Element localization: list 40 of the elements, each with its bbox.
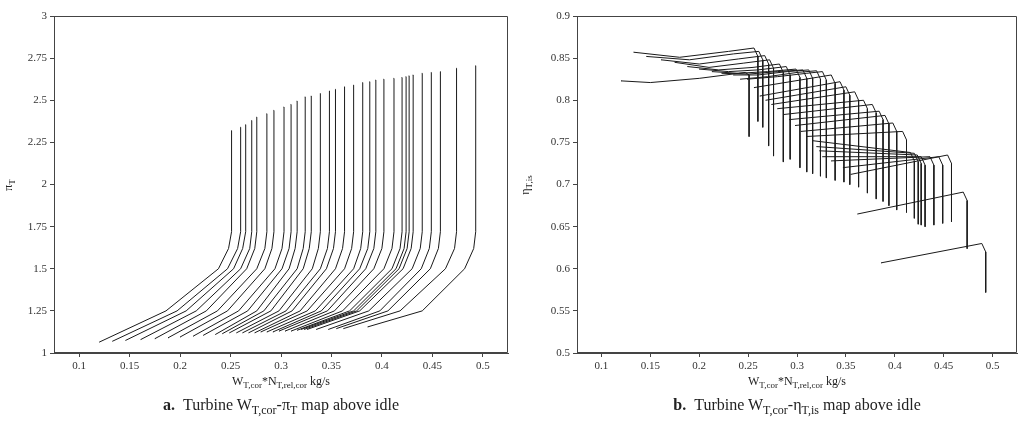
x-axis-title: W$_{T,cor}$*N$_{T,rel,cor}$ kg/s — [232, 374, 330, 391]
y-tick-label: 0.65 — [550, 219, 571, 232]
y-tick-label: 0.55 — [550, 303, 571, 316]
x-tick-label: 0.2 — [692, 359, 707, 372]
y-tick-label: 0.6 — [556, 261, 571, 274]
y-tick-label: 0.9 — [556, 8, 571, 21]
x-tick-label: 0.4 — [887, 359, 903, 372]
y-tick-label: 0.85 — [550, 51, 571, 64]
x-tick-label: 0.3 — [274, 359, 289, 372]
x-tick-label: 0.25 — [738, 359, 759, 372]
x-tick-label: 0.35 — [321, 359, 342, 372]
x-tick-label: 0.5 — [475, 359, 491, 372]
y-tick-label: 2.5 — [33, 93, 48, 106]
x-tick-label: 0.35 — [836, 359, 857, 372]
x-tick-label: 0.45 — [934, 359, 954, 372]
y-tick-label: 1.5 — [33, 261, 48, 274]
x-tick-label: 0.4 — [375, 359, 390, 372]
text: b. Turbine W$_{T,cor}$-η$_{T,is}$ map above idle — [673, 396, 921, 418]
y-tick-label: 1.25 — [27, 303, 48, 316]
x-tick-label: 0.15 — [120, 359, 140, 372]
x-tick-label: 0.15 — [640, 359, 661, 372]
x-tick-label: 0.2 — [173, 359, 187, 372]
x-tick-label: 0.25 — [220, 359, 241, 372]
x-tick-label: 0.3 — [790, 359, 805, 372]
x-tick-label: 0.1 — [594, 359, 609, 372]
y-tick-label: 0.75 — [550, 135, 571, 148]
y-tick-label: 1 — [41, 345, 47, 358]
x-tick-label: 0.1 — [72, 359, 87, 372]
y-tick-label: 0.5 — [556, 345, 571, 358]
x-tick-label: 0.5 — [985, 359, 1000, 372]
y-tick-label: 3 — [41, 8, 48, 21]
y-tick-label: 1.75 — [27, 219, 48, 232]
x-axis-title: W$_{T,cor}$*N$_{T,rel,cor}$ kg/s — [748, 374, 846, 391]
y-tick-label: 2.25 — [27, 135, 48, 148]
y-tick-label: 0.8 — [556, 93, 571, 106]
x-tick-label: 0.45 — [422, 359, 443, 372]
y-tick-label: 2 — [41, 177, 47, 190]
text: a. Turbine W$_{T,cor}$-π$_{T}$ map above idle — [162, 396, 400, 418]
y-tick-label: 0.7 — [556, 177, 571, 190]
y-tick-label: 2.75 — [27, 51, 48, 64]
